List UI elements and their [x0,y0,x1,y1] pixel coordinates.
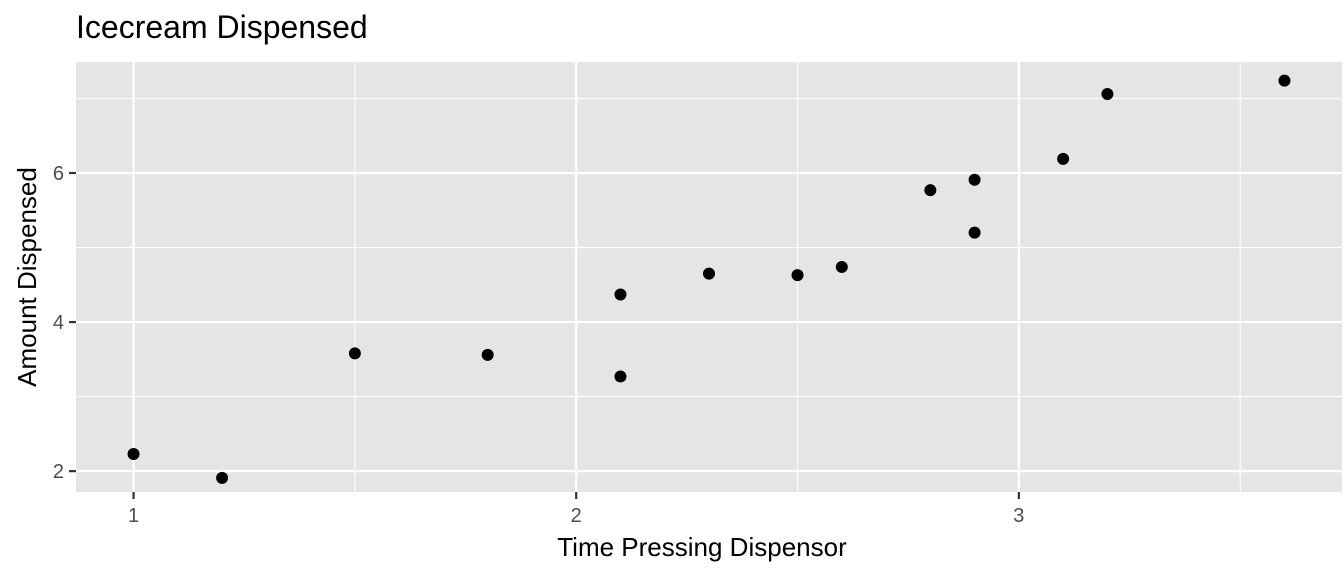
scatter-point [127,447,140,460]
scatter-point [216,471,229,484]
x-tick-label: 3 [1013,505,1024,527]
scatter-point [835,260,848,273]
scatter-point [703,267,715,280]
scatter-point [481,348,494,361]
scatter-point [1057,152,1070,165]
scatter-point [968,226,981,239]
data-points [127,74,1291,484]
y-axis: 2 4 6 [53,163,76,483]
scatter-point [614,288,627,301]
x-tick-label: 1 [128,505,139,527]
scatter-point [968,173,981,186]
scatter-point [924,184,937,197]
x-tick-label: 2 [571,505,582,527]
x-axis: 1 2 3 [128,492,1024,527]
y-tick-label: 6 [53,163,64,185]
scatter-point [614,370,627,383]
y-axis-title: Amount Dispensed [12,167,42,387]
y-tick-label: 4 [53,312,64,334]
y-tick-label: 2 [53,461,64,483]
x-axis-title: Time Pressing Dispensor [557,532,847,562]
scatter-point [1278,74,1291,87]
chart-title: Icecream Dispensed [76,9,368,45]
scatter-point [1101,88,1114,101]
scatter-point [791,269,804,282]
major-gridlines [76,62,1342,492]
scatter-point [348,347,361,360]
